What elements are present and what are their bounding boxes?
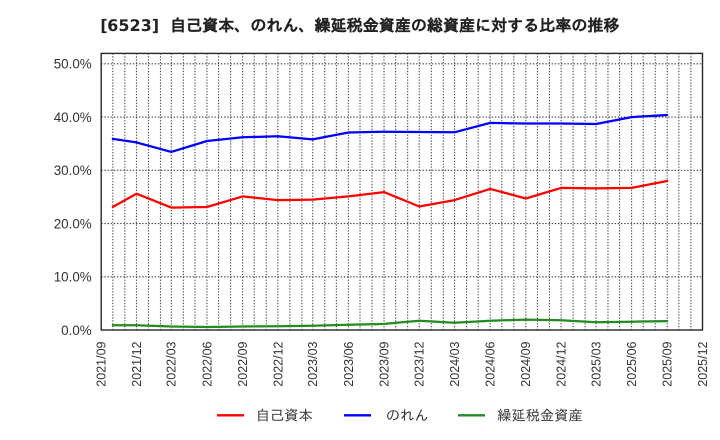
svg-text:2025/03: 2025/03 bbox=[589, 341, 603, 386]
svg-text:2022/12: 2022/12 bbox=[271, 341, 285, 386]
svg-text:2022/06: 2022/06 bbox=[200, 341, 214, 386]
svg-text:2023/06: 2023/06 bbox=[342, 341, 356, 386]
svg-text:2024/06: 2024/06 bbox=[484, 341, 498, 386]
svg-text:2021/09: 2021/09 bbox=[95, 341, 109, 386]
svg-text:2025/06: 2025/06 bbox=[625, 341, 639, 386]
svg-text:2022/03: 2022/03 bbox=[165, 341, 179, 386]
svg-text:10.0%: 10.0% bbox=[54, 270, 92, 285]
svg-text:50.0%: 50.0% bbox=[54, 57, 92, 72]
svg-text:2022/09: 2022/09 bbox=[236, 341, 250, 386]
svg-text:40.0%: 40.0% bbox=[54, 110, 92, 125]
svg-text:20.0%: 20.0% bbox=[54, 216, 92, 231]
svg-text:2024/09: 2024/09 bbox=[519, 341, 533, 386]
svg-text:2025/12: 2025/12 bbox=[696, 341, 710, 386]
svg-text:2023/12: 2023/12 bbox=[413, 341, 427, 386]
svg-text:2023/09: 2023/09 bbox=[377, 341, 391, 386]
svg-text:0.0%: 0.0% bbox=[61, 323, 92, 338]
svg-text:2025/09: 2025/09 bbox=[661, 341, 675, 386]
svg-text:2021/12: 2021/12 bbox=[130, 341, 144, 386]
svg-text:2024/12: 2024/12 bbox=[555, 341, 569, 386]
svg-text:2023/03: 2023/03 bbox=[306, 341, 320, 386]
svg-text:2024/03: 2024/03 bbox=[448, 341, 462, 386]
svg-text:30.0%: 30.0% bbox=[54, 163, 92, 178]
